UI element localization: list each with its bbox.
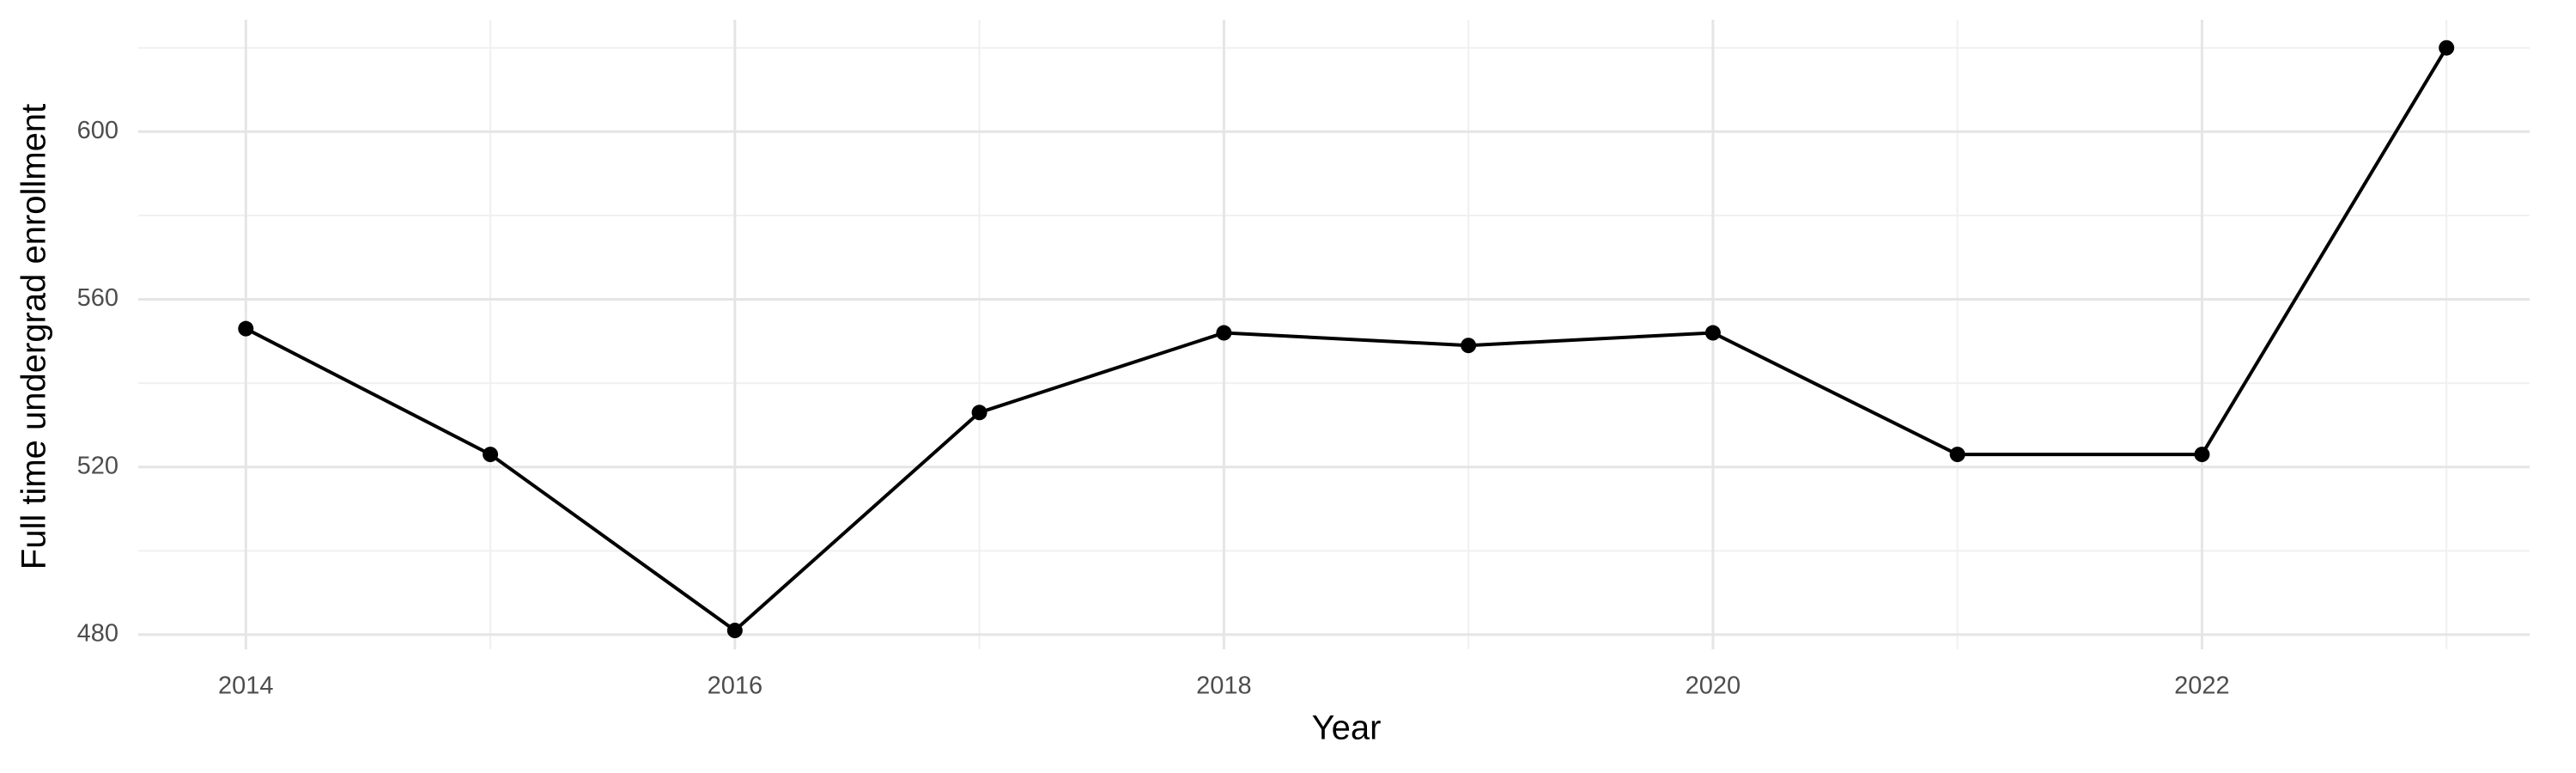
- point: [1216, 325, 1232, 341]
- point: [2194, 447, 2210, 463]
- x-tick-label: 2018: [1196, 673, 1252, 700]
- x-tick-label: 2020: [1686, 673, 1741, 700]
- point: [483, 447, 499, 463]
- point: [238, 320, 254, 337]
- point: [1949, 447, 1965, 463]
- point: [2439, 40, 2455, 56]
- x-tick-label: 2016: [708, 673, 763, 700]
- y-tick-label: 520: [77, 452, 118, 479]
- point: [1461, 338, 1477, 354]
- x-axis-title: Year: [1312, 709, 1382, 747]
- x-tick-label: 2014: [218, 673, 274, 700]
- point: [1704, 325, 1721, 341]
- point: [726, 623, 743, 639]
- x-tick-label: 2022: [2174, 673, 2230, 700]
- point: [971, 405, 987, 421]
- y-tick-label: 600: [77, 117, 118, 144]
- y-tick-label: 560: [77, 284, 118, 312]
- line: [245, 46, 2448, 633]
- y-axis-title: Full time undergrad enrollment: [15, 104, 53, 569]
- y-tick-label: 480: [77, 620, 118, 648]
